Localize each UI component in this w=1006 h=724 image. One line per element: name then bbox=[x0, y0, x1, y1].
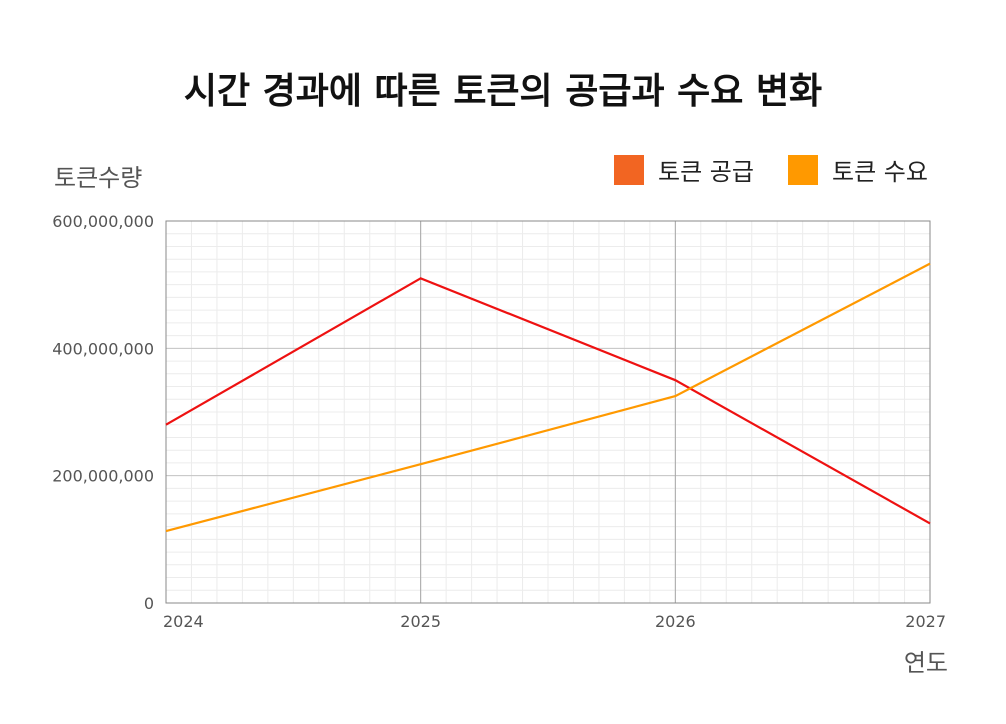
x-axis-title: 연도 bbox=[903, 649, 948, 677]
legend-item-supply: 토큰 공급 bbox=[614, 152, 754, 187]
legend-item-demand: 토큰 수요 bbox=[788, 152, 928, 187]
legend-swatch-demand bbox=[788, 154, 818, 185]
y-tick-label: 0 bbox=[144, 594, 154, 613]
legend-label-demand: 토큰 수요 bbox=[832, 158, 928, 186]
y-tick-label: 200,000,000 bbox=[52, 467, 154, 486]
x-tick-label: 2026 bbox=[655, 612, 696, 631]
y-axis-title: 토큰수량 bbox=[54, 164, 143, 192]
y-tick-label: 400,000,000 bbox=[52, 339, 154, 358]
chart-title: 시간 경과에 따른 토큰의 공급과 수요 변화 bbox=[183, 71, 823, 112]
series-line-demand bbox=[165, 262, 931, 533]
x-tick-label: 2025 bbox=[400, 612, 441, 631]
x-tick-label: 2027 bbox=[905, 612, 946, 631]
y-tick-label: 600,000,000 bbox=[52, 212, 154, 231]
legend-label-supply: 토큰 공급 bbox=[658, 158, 754, 186]
legend-swatch-supply bbox=[614, 154, 644, 185]
plot-frame bbox=[165, 220, 931, 604]
x-tick-label: 2024 bbox=[163, 612, 204, 631]
series-line-supply bbox=[165, 277, 931, 525]
